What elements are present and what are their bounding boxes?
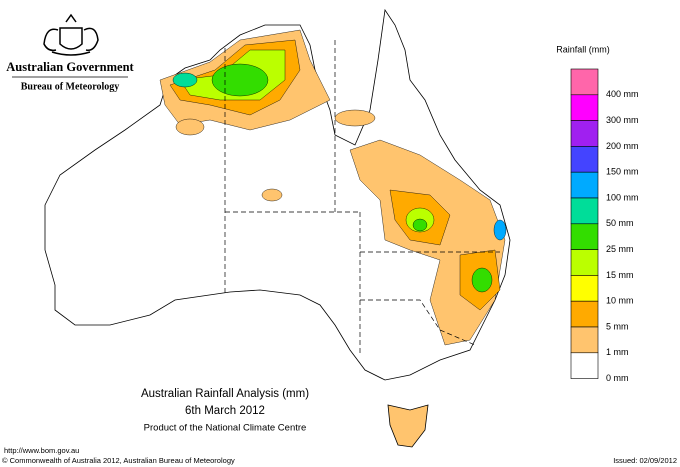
legend-label: 50 mm [606, 218, 634, 228]
rain-coast-100mm [493, 219, 507, 241]
rain-kimberley [175, 118, 205, 136]
shield [59, 27, 83, 50]
state-borders [224, 40, 500, 355]
legend-label: 0 mm [606, 373, 629, 383]
legend-swatch [570, 275, 599, 302]
rain-central [261, 188, 283, 202]
star [65, 13, 77, 23]
legend-label: 25 mm [606, 244, 634, 254]
caption-title: Australian Rainfall Analysis (mm) [141, 388, 309, 400]
legend-swatch [570, 300, 599, 328]
legend: Rainfall (mm) 400 mm 300 mm 200 mm 150 mm 10… [556, 44, 638, 383]
kangaroo [43, 28, 59, 52]
rain-east-25mm [412, 218, 428, 232]
legend-label: 300 mm [606, 115, 639, 125]
bureau-name: Bureau of Meteorology [21, 81, 120, 92]
rain-gulf [334, 109, 376, 127]
wattle [51, 51, 91, 56]
rain-coast-25mm [471, 267, 493, 293]
legend-swatch [570, 146, 599, 173]
legend-label: 10 mm [606, 296, 634, 306]
legend-title: Rainfall (mm) [556, 44, 610, 54]
rain-25mm [211, 63, 269, 97]
footer-copyright: © Commonwealth of Australia 2012, Austra… [2, 456, 235, 465]
footer-issued: Issued: 02/09/2012 [613, 456, 677, 465]
legend-swatch [570, 352, 599, 379]
legend-swatch [570, 68, 599, 96]
legend-swatch [570, 197, 599, 225]
legend-swatch [570, 326, 599, 354]
legend-label: 200 mm [606, 141, 639, 151]
legend-swatch [570, 120, 599, 147]
legend-swatch [570, 223, 599, 250]
tasmania [387, 404, 429, 448]
caption-date: 6th March 2012 [185, 405, 265, 417]
border-vic [360, 299, 476, 346]
legend-label: 1 mm [606, 347, 629, 357]
legend-label: 150 mm [606, 167, 639, 177]
legend-swatch [570, 171, 599, 199]
legend-label: 400 mm [606, 89, 639, 99]
legend-swatch [570, 249, 599, 276]
footer-url: http://www.bom.gov.au [4, 446, 79, 455]
caption-credit: Product of the National Climate Centre [144, 423, 307, 434]
gov-title: Australian Government [6, 60, 134, 74]
legend-swatch [570, 94, 599, 121]
map [44, 8, 511, 448]
rain-areas [159, 29, 507, 346]
legend-label: 5 mm [606, 321, 629, 331]
legend-label: 100 mm [606, 192, 639, 202]
legend-label: 15 mm [606, 270, 634, 280]
emu [83, 27, 99, 52]
rain-50mm [172, 72, 198, 88]
coat-of-arms [43, 13, 99, 56]
